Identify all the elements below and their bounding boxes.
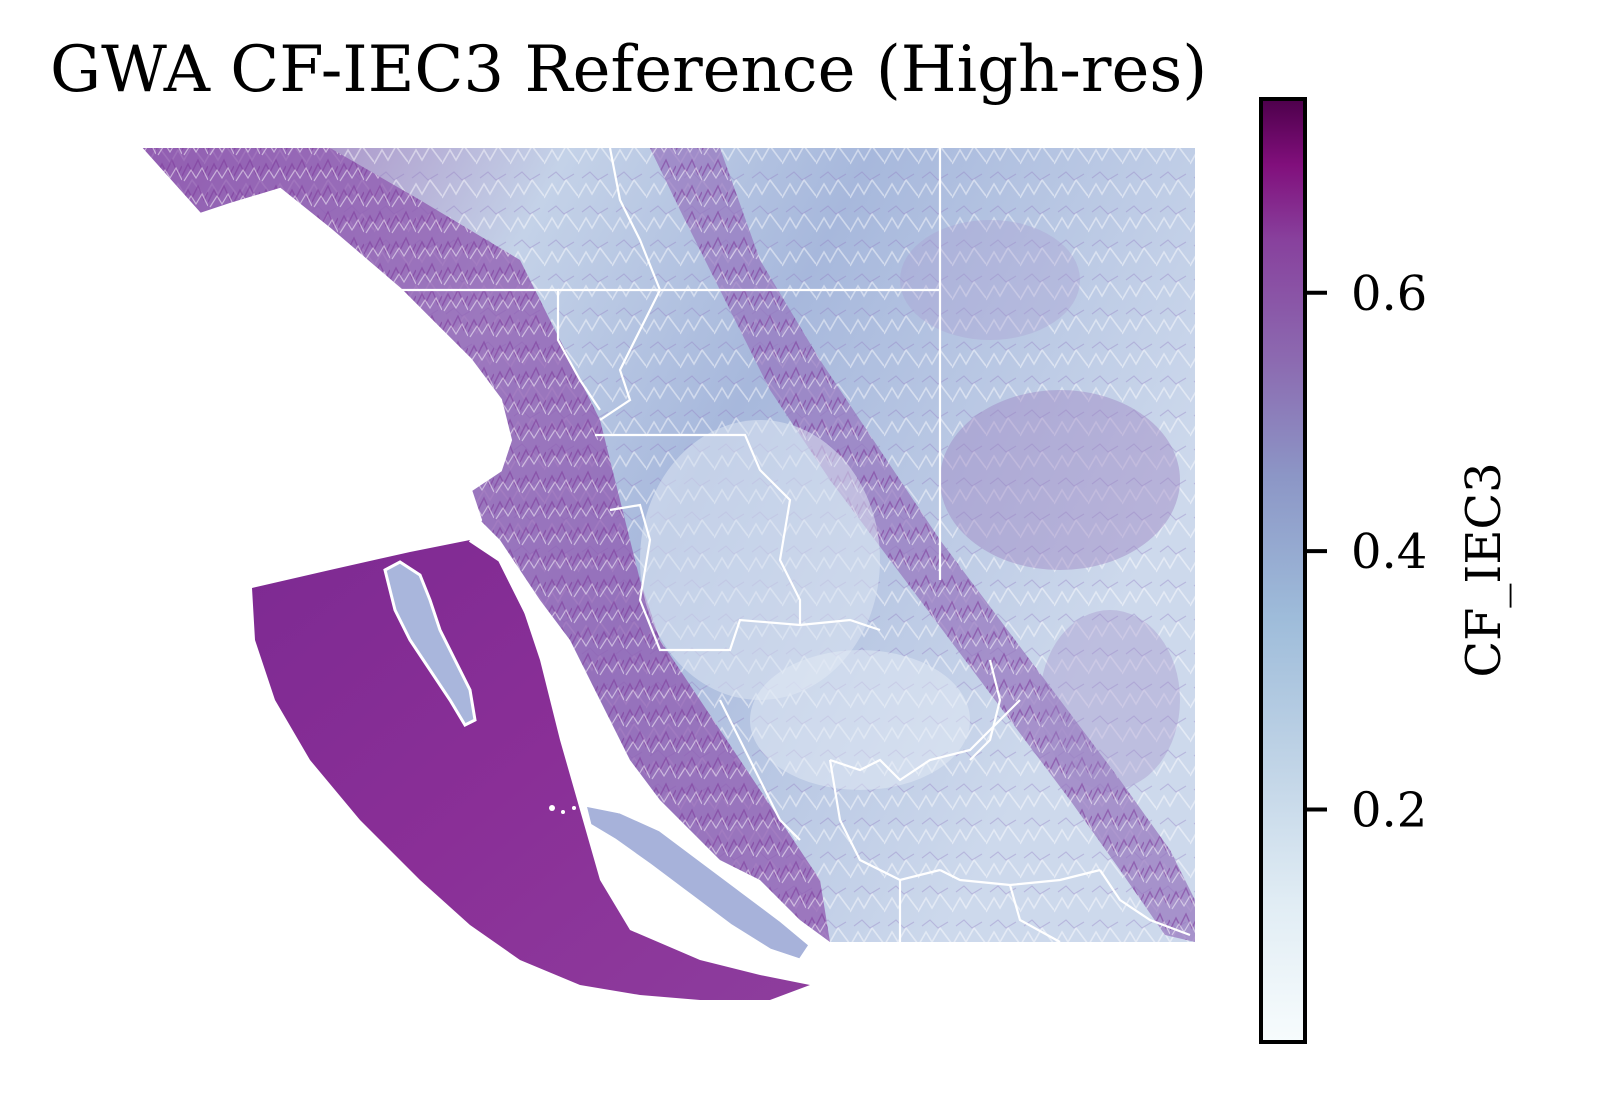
colorbar-label: CF_IEC3: [1456, 462, 1512, 677]
ocean-field: [252, 540, 810, 1000]
coastal-islands: [502, 552, 576, 814]
colorbar-tick-label: 0.4: [1351, 524, 1427, 580]
colorbar-tick-label: 0.6: [1351, 266, 1427, 322]
colorbar-ticks: 0.2 0.4 0.6: [1305, 266, 1427, 838]
plains-patch: [900, 220, 1080, 340]
coast-mountains-texture: [140, 148, 830, 942]
colorbar-frame: [1259, 97, 1307, 1044]
coastline: [138, 146, 622, 814]
interior-plateau: [640, 420, 880, 700]
haida-gwaii: [383, 560, 477, 727]
rocky-mountains-texture: [650, 148, 1195, 942]
plains-patch: [1040, 610, 1180, 790]
colorbar-gradient: [1261, 99, 1305, 1042]
plains-patch: [940, 390, 1180, 570]
boundaries: [390, 147, 1191, 943]
vancouver-island: [582, 803, 812, 962]
interior-plateau: [750, 650, 970, 790]
colorbar-tick-label: 0.2: [1351, 782, 1427, 838]
figure-title: GWA CF-IEC3 Reference (High-res): [50, 33, 1208, 107]
